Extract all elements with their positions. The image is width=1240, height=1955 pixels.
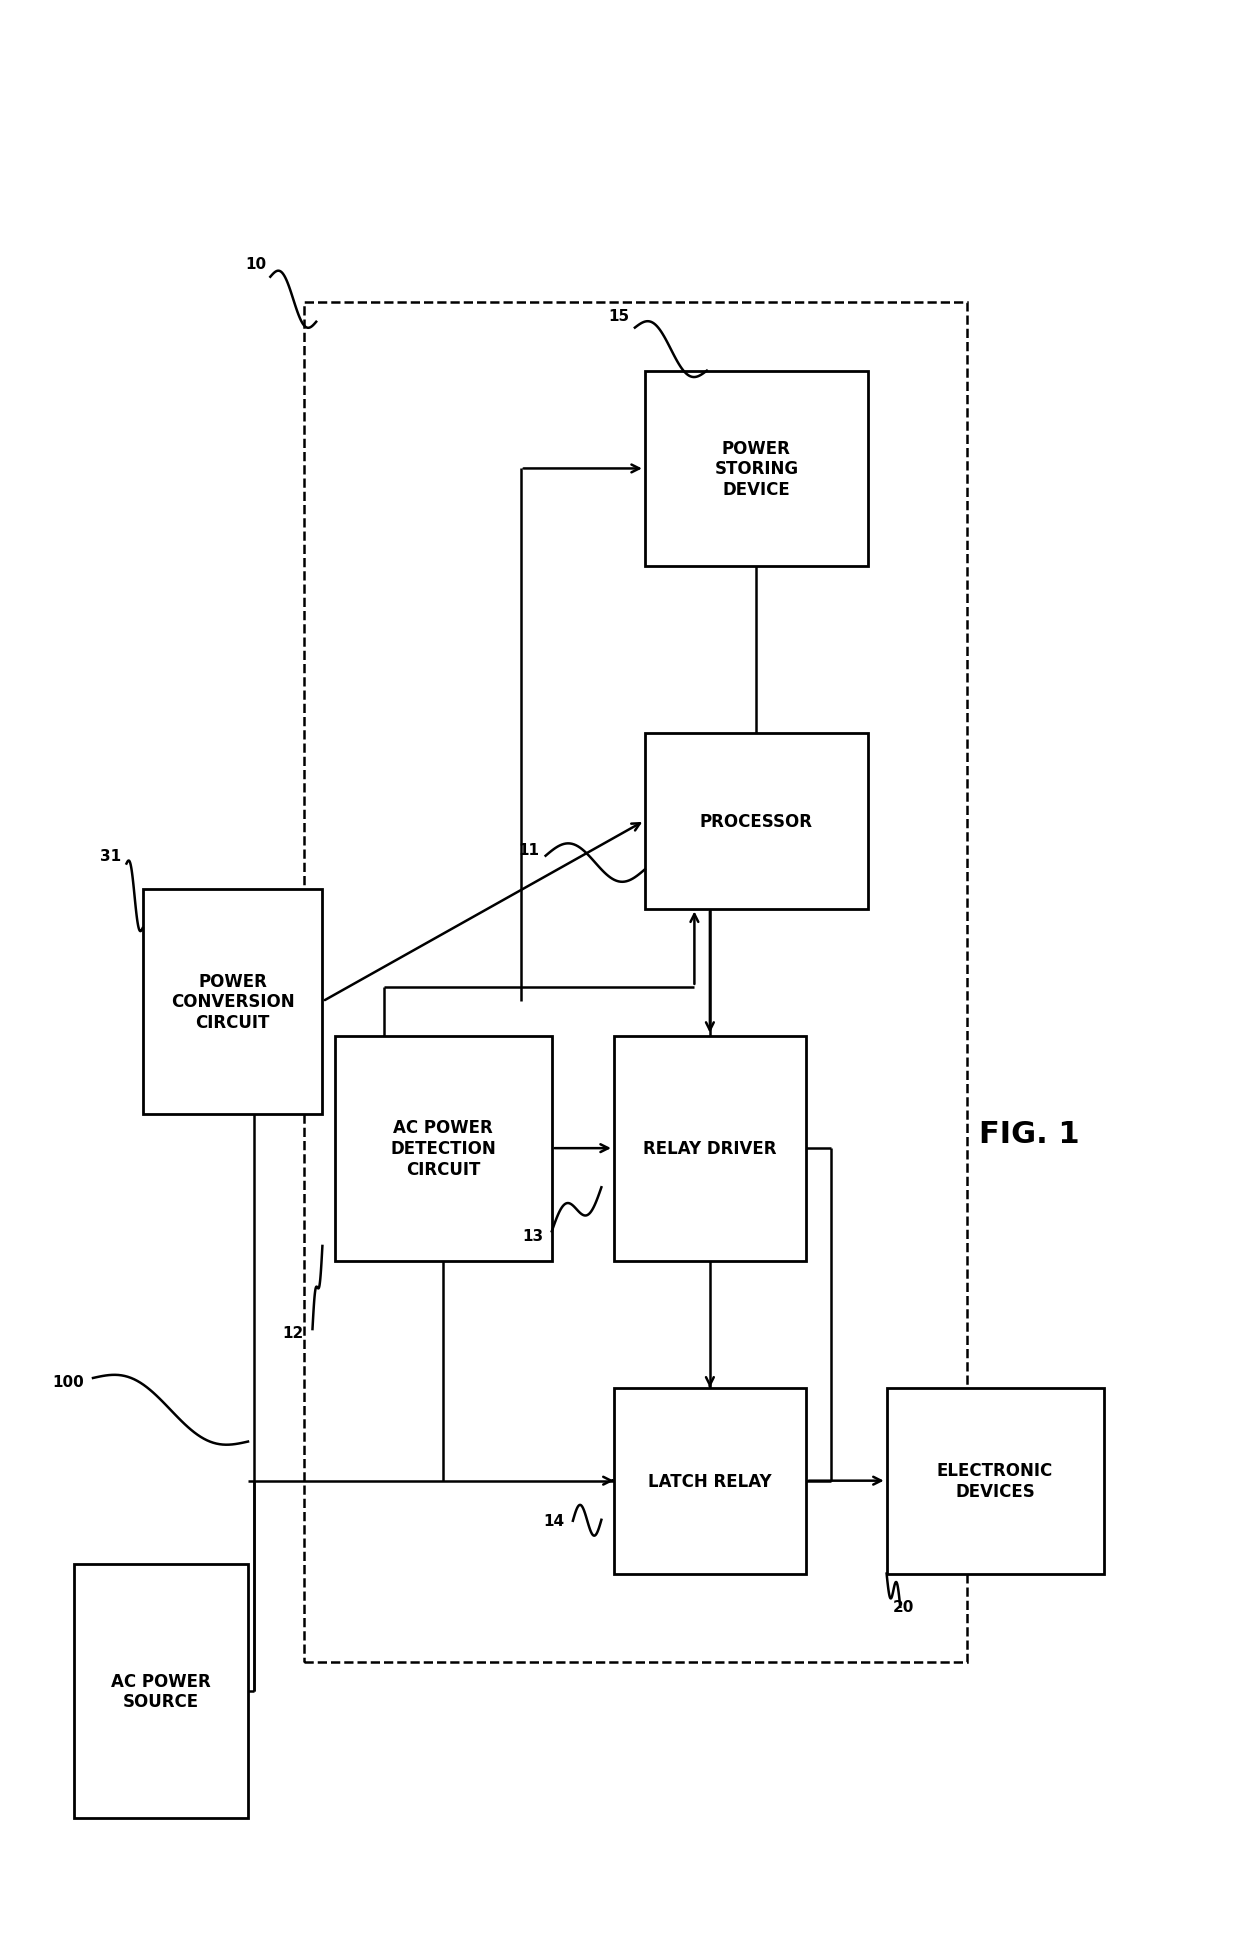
Bar <box>143 890 322 1114</box>
Text: FIG. 1: FIG. 1 <box>978 1120 1080 1148</box>
Text: AC POWER
SOURCE: AC POWER SOURCE <box>112 1672 211 1711</box>
Text: 12: 12 <box>283 1325 304 1341</box>
Bar <box>645 733 868 909</box>
Text: AC POWER
DETECTION
CIRCUIT: AC POWER DETECTION CIRCUIT <box>391 1118 496 1179</box>
Text: POWER
CONVERSION
CIRCUIT: POWER CONVERSION CIRCUIT <box>171 972 294 1032</box>
Bar <box>335 1036 552 1261</box>
Text: 15: 15 <box>609 309 630 325</box>
Text: PROCESSOR: PROCESSOR <box>699 811 813 831</box>
Text: LATCH RELAY: LATCH RELAY <box>649 1472 771 1490</box>
Text: POWER
STORING
DEVICE: POWER STORING DEVICE <box>714 440 799 499</box>
Text: RELAY DRIVER: RELAY DRIVER <box>644 1140 776 1157</box>
Bar <box>614 1036 806 1261</box>
Text: 11: 11 <box>518 843 539 858</box>
Text: 13: 13 <box>522 1228 543 1243</box>
Bar <box>887 1388 1104 1574</box>
Bar <box>645 371 868 567</box>
Bar <box>74 1564 248 1818</box>
Text: 10: 10 <box>246 256 267 272</box>
Text: 31: 31 <box>100 848 122 864</box>
Bar <box>304 303 967 1662</box>
Text: 100: 100 <box>52 1374 84 1390</box>
Text: ELECTRONIC
DEVICES: ELECTRONIC DEVICES <box>937 1462 1053 1499</box>
Text: 20: 20 <box>893 1599 914 1615</box>
Bar <box>614 1388 806 1574</box>
Text: 14: 14 <box>543 1513 564 1529</box>
